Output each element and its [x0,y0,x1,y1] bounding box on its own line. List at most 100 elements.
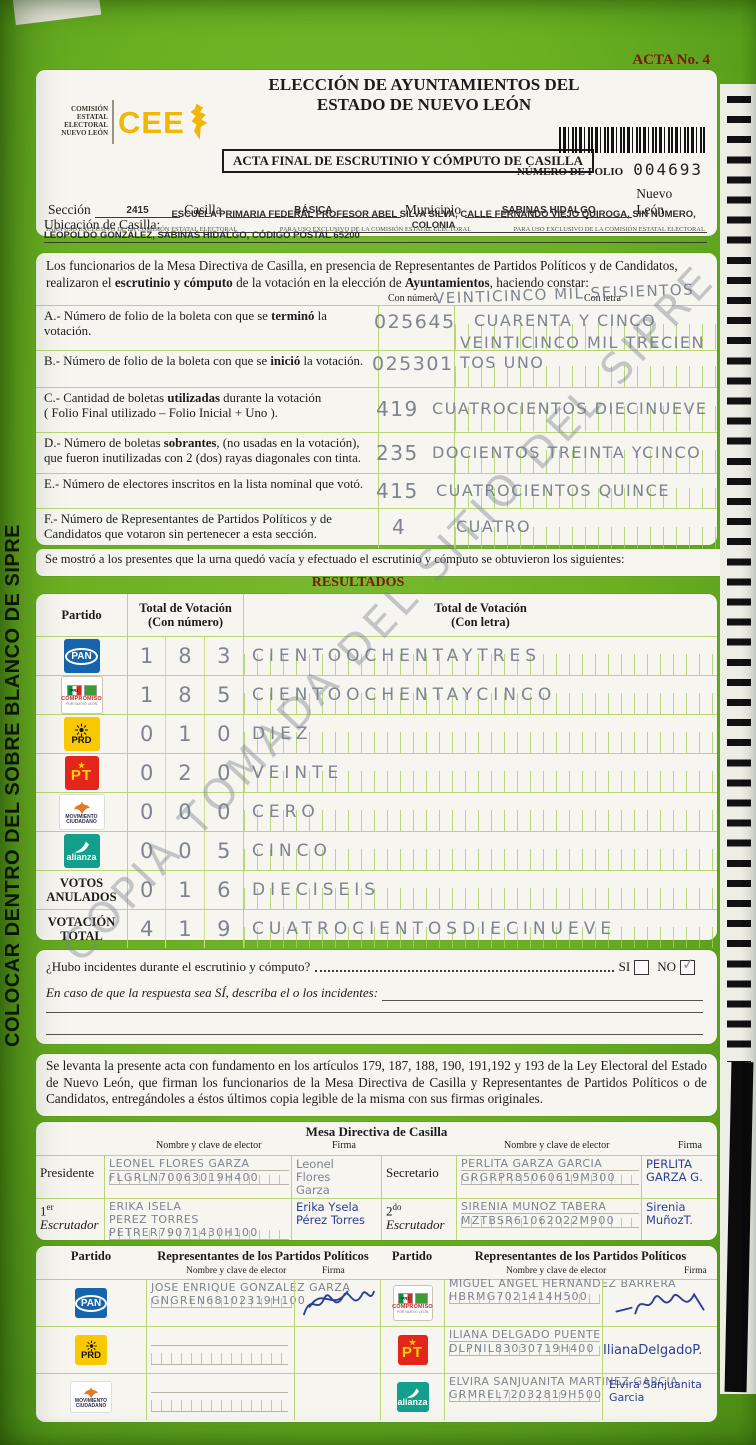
escrutador1-role: 1er Escrutador [36,1197,104,1240]
municipio-value: SABINAS HIDALGO [465,205,633,218]
urna-empty-note: Se mostró a los presentes que la urna qu… [36,549,726,576]
digit: 9 [217,917,231,941]
coalition-mini-logos: PRI [66,684,97,696]
escrutador1-name: ERIKA ISELA PEREZ TORRES [109,1199,199,1226]
intro-bold-ayuntamientos: Ayuntamientos [404,274,490,290]
mesa-directiva-panel: Mesa Directiva de Casilla Nombre y clave… [36,1122,717,1240]
escrutador1-firma: Erika Ysela Pérez Torres [291,1197,381,1240]
reps-row-1: PAN JOSE ENRIQUE GONZALEZ GARZA GNGREN68… [36,1277,717,1326]
logo-divider [112,100,114,144]
secretario-clave: GRGRPR85060619M300 [461,1171,639,1185]
question-row-d: D.- Número de boletas sobrantes, (no usa… [36,432,717,473]
ubicacion-line1: ESCUELA PRIMARIA FEDERAL PROFESOR ABEL S… [160,209,707,233]
presidente-role: Presidente [36,1155,104,1198]
seccion-label: Sección [48,202,91,217]
question-b-number-cell [378,351,455,387]
verde-mini-logo [414,1292,428,1304]
pt-rep-name: ILIANA DELGADO PUENTE [449,1328,601,1342]
mc-rep-firma-empty [294,1373,380,1420]
escrutador2-firma: Sirenia MuñozT. [641,1197,717,1240]
handwriting-a-letra-line2: CUARENTA Y CINCO [474,311,657,330]
intro-text: , haciendo constar: [489,274,589,290]
pt-rep-firma: IlianaDelgadoP. [602,1326,717,1373]
nombre-clave-header: Nombre y clave de elector [186,1266,287,1276]
handwriting-f-numero: 4 [392,515,407,539]
firma-header: Firma [322,1266,345,1276]
compromiso-text: COMPROMISO [61,695,102,702]
eagle-icon [84,1386,98,1398]
reps-row-2: PRD ★ PT ILIANA DELGADO PUENTE DLPNIL8303… [36,1326,717,1373]
con-letra-header: Con letra [584,293,621,304]
question-a-label: A.- Número de folio de la boleta con que… [36,306,378,350]
label-text: C.- Cantidad de boletas [44,391,168,405]
alianza-logo-text: alianza [66,852,97,862]
handwriting-a-numero: 025645 [374,311,456,333]
alianza-rep-name-cell: ELVIRA SANJUANITA MARTINEZ GARCIA GRMREL… [444,1373,678,1420]
escrutador1-clave: PETRER79071430H100 [109,1225,289,1240]
legal-paragraph-panel: Se levanta la presente acta con fundamen… [36,1054,717,1116]
reps-subheader-row: Nombre y clave de elector Firma Nombre y… [36,1266,717,1279]
handwriting-b-numero: 025301 [372,353,454,375]
alianza-rep-clave: GRMREL72032819H500 [449,1388,603,1402]
questions-table: A.- Número de folio de la boleta con que… [36,305,717,551]
mc-logo-text: MOVIMIENTO CIUDADANO [65,813,98,825]
compromiso-subtext: POR NUEVO LEÓN [65,701,98,706]
label-text: la votación. [44,309,327,339]
alianza-letra: CINCO [244,832,717,870]
pan-cell: PAN [36,1279,146,1326]
mesa-row-1: Presidente LEONEL FLORES GARZA FLGRLN700… [36,1155,717,1198]
digit: 2 [166,754,205,792]
question-c-number-cell [378,388,455,432]
intro-paragraph: Los funcionarios de la Mesa Directiva de… [36,253,717,292]
col-header-con-numero: Total de Votación (Con número) [128,594,244,636]
black-registration-bar [724,1061,754,1393]
con-numero-header: Con número [388,293,438,304]
secretario-role: Secretario [381,1155,456,1198]
si-label: SI [618,959,631,974]
pt-rep-clave: DLPNIL83030719H400 [449,1342,600,1356]
right-feed-edge [720,84,756,1394]
digit: 0 [217,761,231,785]
pt-logo: ★ PT [64,756,99,790]
prd-logo-text: PRD [80,1349,102,1361]
prd-logo-text: PRD [71,734,92,746]
results-title: RESULTADOS [311,575,405,590]
question-f-label: F.- Número de Representantes de Partidos… [36,509,378,551]
label-bold: inició [270,354,301,368]
mesa-row-2: 1er Escrutador ERIKA ISELA PEREZ TORRES P… [36,1197,717,1240]
prd-logo: PRD [75,1335,107,1365]
digit: 0 [128,871,167,909]
prd-cell: PRD [36,1326,146,1373]
col-header-con-letra: Total de Votación (Con letra) [434,600,527,629]
municipio-label: Municipio [404,202,462,217]
compromiso-text: COMPROMISO [392,1303,433,1310]
cee-org-name: COMISIÓN ESTATAL ELECTORAL NUEVO LEÓN [61,105,108,137]
votos-anulados-label: VOTOS ANULADOS [46,875,117,904]
results-panel: Partido Total de Votación (Con número) T… [36,594,717,948]
pan-rep-firma [294,1279,380,1326]
firma-header: Firma [678,1140,702,1151]
reps-header-row: Partido Representantes de los Partidos P… [36,1246,717,1266]
blank-line [46,1012,703,1013]
prd-rep-empty-cell [146,1326,294,1373]
label-text: B.- Número de folio de la boleta con que… [44,354,271,368]
question-c-letter-cell [455,388,717,432]
acta-subtitle: ACTA FINAL DE ESCRUTINIO Y CÓMPUTO DE CA… [222,149,594,173]
digit: 1 [166,910,205,948]
exclusive-use-note: PARA USO EXCLUSIVO DE LA COMISIÓN ESTATA… [513,226,705,233]
firma-header: Firma [332,1140,356,1151]
nombre-clave-header: Nombre y clave de elector [506,1266,607,1276]
digit: 6 [217,878,231,902]
presidente-name: LEONEL FLORES GARZA [109,1157,289,1171]
votacion-total-label: VOTACIÓN TOTAL [47,914,116,943]
reps-title-header: Representantes de los Partidos Políticos [474,1248,687,1263]
pan-rep-clave: GNGREN68102319H100 [151,1294,306,1308]
estado-label: Nuevo León [636,186,673,217]
prd-sun-icon [75,723,88,736]
